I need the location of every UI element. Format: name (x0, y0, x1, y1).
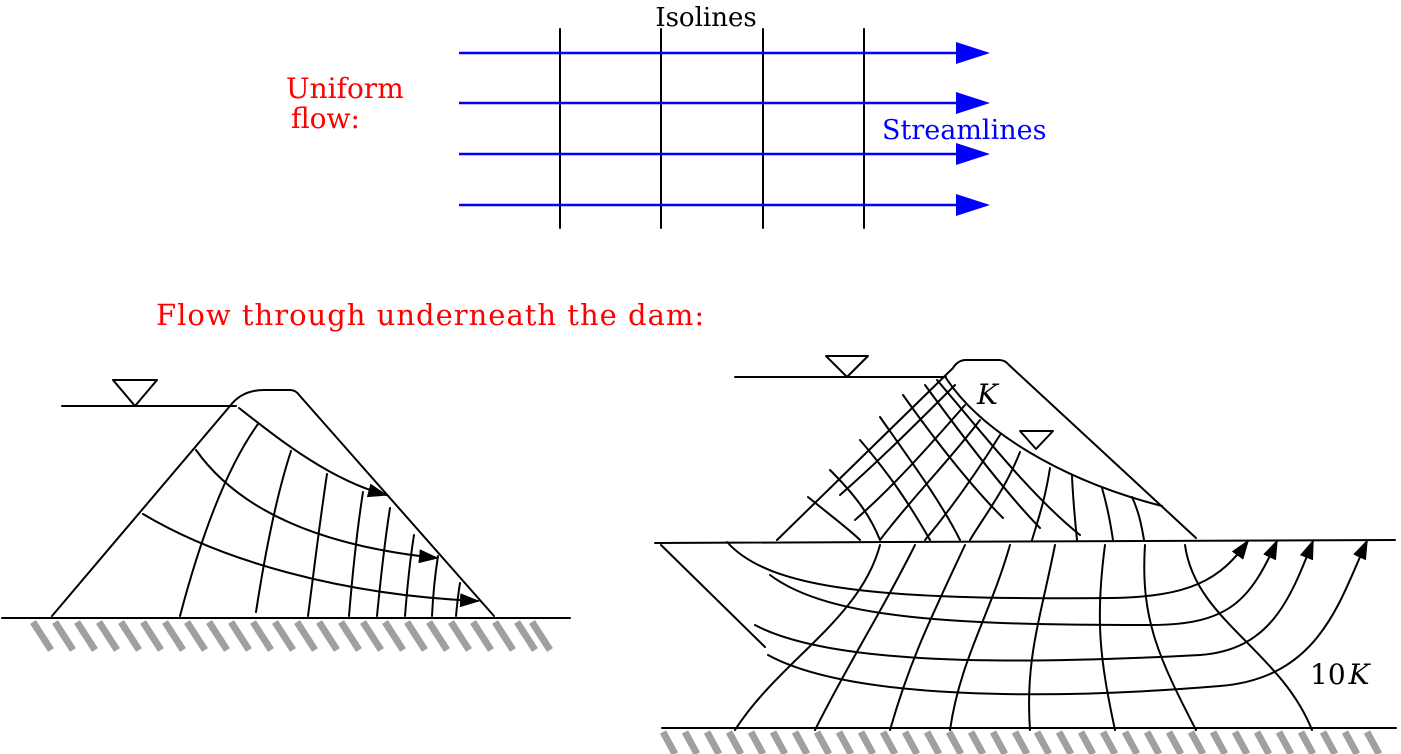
left-dam-outline (51, 389, 495, 617)
right-upstream-foundation-edge (660, 544, 766, 648)
right-water-level-triangle-icon (825, 355, 869, 378)
label-10k-number: 10 (1310, 658, 1346, 691)
right-dam-outline (776, 359, 1197, 541)
dam-section-title: Flow through underneath the dam: (156, 298, 705, 332)
left-dam-diagram (1, 379, 571, 652)
left-ground-hatch (30, 620, 553, 652)
right-ground-hatch (659, 730, 1383, 754)
streamlines (459, 42, 990, 216)
label-10k: 10 K (1310, 658, 1372, 691)
right-internal-water-triangle-icon (1019, 430, 1054, 450)
isolines (559, 28, 865, 229)
left-equipotentials (179, 423, 461, 617)
right-foundation-equipotentials (734, 544, 1313, 731)
right-dam-diagram: K 10 K (654, 355, 1397, 754)
right-foundation-flowlines (726, 539, 1368, 696)
uniform-flow-title-line1: Uniform (286, 72, 404, 105)
label-10k-variable: K (1348, 658, 1372, 691)
uniform-flow-title-line2: flow: (291, 102, 360, 135)
left-water-level-triangle-icon (112, 379, 158, 407)
right-foundation-top-line (654, 539, 1396, 544)
isolines-label: Isolines (655, 3, 756, 33)
right-phreatic-line (945, 377, 1163, 507)
uniform-flow-panel: Isolines Uniform flow: Streamlines (286, 3, 1046, 229)
streamlines-label: Streamlines (882, 115, 1046, 146)
right-dam-flownet (807, 379, 1145, 541)
left-flowlines (142, 407, 480, 608)
label-k: K (976, 378, 1000, 411)
